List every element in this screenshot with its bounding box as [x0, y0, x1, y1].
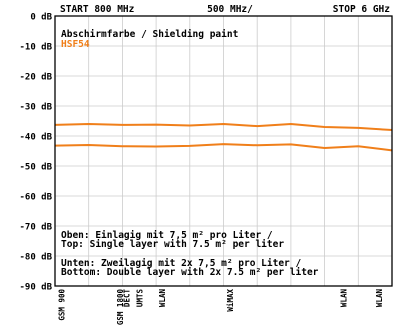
band-label: DECT [122, 289, 131, 308]
band-label: WLAN [158, 289, 167, 308]
plot-frame [54, 15, 393, 287]
y-tick-label: -30 dB [19, 103, 52, 113]
y-tick-label: -80 dB [19, 253, 52, 263]
y-tick-labels: 0 dB -10 dB -20 dB -30 dB -40 dB -50 dB -60 dB… [19, 13, 52, 293]
annotation-bottom-line2: Bottom: Double layer with 2x 7.5 m² per … [61, 267, 319, 278]
y-tick-label: -60 dB [19, 193, 52, 203]
y-tick-label: -50 dB [19, 163, 52, 173]
band-label: WLAN [375, 289, 384, 308]
header-start: START 800 MHz [60, 4, 135, 15]
y-tick-label: -40 dB [19, 133, 52, 143]
annotation-top-line1: Oben: Einlagig mit 7,5 m² pro Liter / [61, 230, 273, 241]
band-label: UMTS [135, 289, 144, 308]
y-tick-label: -10 dB [19, 43, 52, 53]
y-tick-label: 0 dB [30, 13, 52, 23]
header-center: 500 MHz/ [207, 4, 253, 15]
grid-layer [55, 16, 392, 286]
header-stop: STOP 6 GHz [333, 4, 390, 15]
series-line-1 [54, 123, 393, 131]
annotation-bottom-line1: Unten: Zweilagig mit 2x 7,5 m² pro Liter… [61, 258, 301, 269]
chart-subtitle: HSF54 [61, 39, 90, 50]
band-label: GSM 1800 [116, 289, 125, 326]
y-tick-label: -90 dB [19, 283, 52, 293]
y-tick-label: -70 dB [19, 223, 52, 233]
band-label: WLAN [339, 289, 348, 308]
series-layer [54, 123, 393, 152]
y-tick-label: -20 dB [19, 73, 52, 83]
band-label: WiMAX [226, 289, 235, 312]
annotation-top-line2: Top: Single layer with 7.5 m² per liter [61, 239, 284, 250]
series-line-2 [54, 143, 393, 152]
chart-title: Abschirmfarbe / Shielding paint [61, 29, 238, 40]
band-label: GSM 900 [58, 289, 67, 321]
